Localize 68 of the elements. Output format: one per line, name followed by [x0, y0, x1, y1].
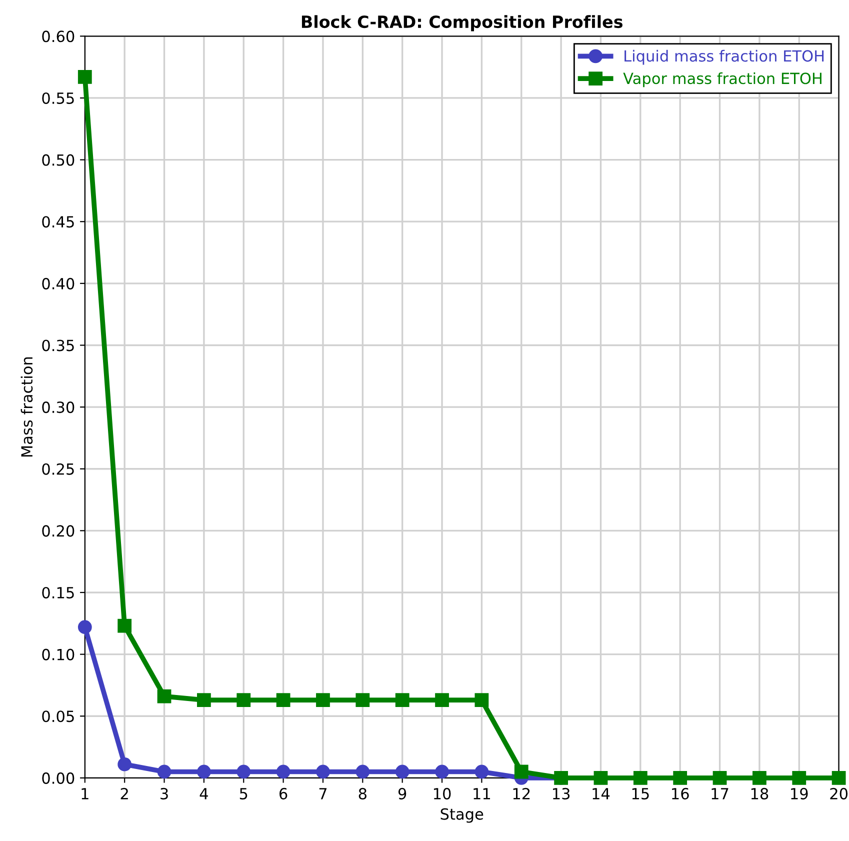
x-tick-label: 12	[513, 788, 530, 800]
x-tick-label: 11	[474, 788, 490, 800]
y-axis-title: Mass fraction	[20, 357, 33, 457]
x-tick-label: 17	[712, 788, 728, 800]
point	[474, 764, 489, 779]
y-tick-label: 0.35	[42, 340, 74, 352]
point	[832, 770, 846, 785]
y-tick-label: 0.55	[42, 92, 74, 104]
point	[316, 764, 330, 779]
y-tick-label: 0.25	[42, 463, 74, 475]
point	[78, 620, 92, 634]
point	[236, 764, 251, 779]
x-tick-label: 3	[160, 788, 168, 800]
y-tick-label: 0.15	[42, 586, 74, 599]
y-tick-label: 0.20	[42, 525, 74, 537]
point	[356, 693, 370, 707]
point	[196, 693, 211, 707]
chart-title: Block C-RAD: Composition Profiles	[302, 15, 622, 32]
x-tick-label: 2	[120, 788, 128, 800]
y-tick-label: 0.60	[42, 30, 74, 42]
point	[276, 764, 290, 779]
x-tick-label: 15	[632, 788, 649, 800]
y-tick-label: 0.30	[42, 402, 74, 414]
point	[792, 770, 806, 785]
point	[594, 770, 608, 785]
point	[196, 764, 211, 779]
y-tick-label: 0.00	[42, 772, 74, 784]
x-tick-label: 5	[240, 788, 248, 800]
point	[752, 770, 766, 785]
point	[395, 693, 410, 707]
x-tick-label: 1	[82, 788, 88, 800]
x-tick-label: 4	[200, 788, 208, 800]
point	[435, 764, 449, 779]
point	[118, 618, 132, 633]
point	[673, 770, 688, 785]
point	[236, 693, 251, 707]
y-tick-label: 0.05	[42, 710, 74, 722]
legend-label: Liquid mass fraction ETOH	[624, 50, 824, 65]
point	[633, 770, 648, 785]
x-tick-label: 19	[791, 788, 808, 800]
x-tick-label: 16	[672, 788, 689, 800]
legend-label: Vapor mass fraction ETOH	[623, 72, 822, 88]
x-tick-label: 14	[592, 788, 610, 800]
point	[157, 764, 172, 779]
x-tick-label: 6	[280, 788, 288, 800]
x-tick-label: 13	[553, 788, 570, 800]
x-tick-label: 20	[830, 788, 848, 800]
point	[712, 770, 727, 785]
x-axis-title: Stage	[440, 808, 484, 823]
point	[474, 693, 489, 707]
y-tick-label: 0.50	[42, 154, 74, 166]
point	[276, 693, 290, 707]
point	[118, 757, 132, 772]
point	[157, 689, 172, 704]
y-tick-label: 0.45	[42, 216, 74, 228]
point	[78, 70, 92, 84]
point	[514, 764, 528, 779]
x-tick-label: 18	[751, 788, 768, 800]
point	[316, 693, 330, 707]
point	[435, 693, 449, 707]
x-tick-label: 7	[319, 788, 327, 800]
point	[395, 764, 410, 779]
x-tick-label: 8	[358, 788, 366, 800]
x-tick-label: 9	[398, 788, 406, 800]
y-tick-label: 0.40	[42, 278, 74, 290]
x-tick-label: 10	[434, 788, 451, 800]
point	[356, 764, 370, 779]
y-tick-label: 0.10	[42, 648, 74, 660]
